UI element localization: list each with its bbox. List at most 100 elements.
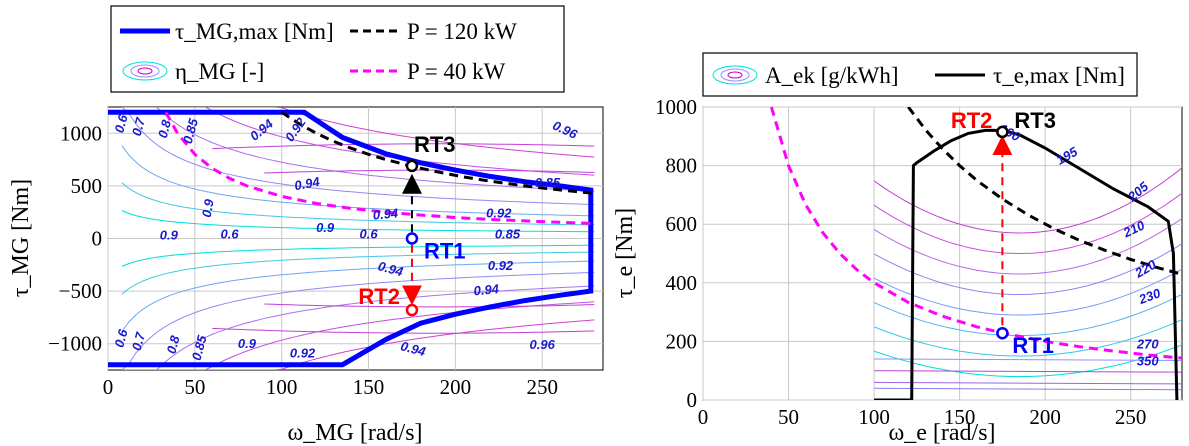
mg-contour-label: 0.92 xyxy=(486,205,512,220)
mg-contour-label: 0.85 xyxy=(189,333,210,362)
engine-contour-line xyxy=(873,218,1182,275)
mg-contour-label: 0.6 xyxy=(359,227,378,242)
engine-xlabel: ω_e [rad/s] xyxy=(888,420,995,446)
engine-contour-label: 270 xyxy=(1136,337,1159,352)
mg-point-label-rt2: RT2 xyxy=(358,284,400,309)
engine-contour-line xyxy=(874,387,1182,391)
mg-contour-label: 0.9 xyxy=(160,228,179,243)
legend-label-p120: P = 120 kW xyxy=(407,19,517,44)
mg-point-label-rt1: RT1 xyxy=(424,239,466,264)
engine-ytick-label: 400 xyxy=(666,271,698,295)
mg-point-label-rt3: RT3 xyxy=(414,132,456,157)
engine-xtick-label: 100 xyxy=(858,405,890,429)
legend-swatch-aek-icon xyxy=(712,65,758,85)
mg-panel: 0.60.7 0.8 0.850.90.60.9 0.90.920.940.940.9… xyxy=(8,5,604,446)
mg-contour-line xyxy=(121,285,595,370)
engine-contour-line xyxy=(873,243,1182,295)
mg-ytick-label: 1000 xyxy=(60,121,102,145)
mg-contour-label: 0.7 xyxy=(129,115,148,137)
mg-contour-line xyxy=(121,107,595,158)
engine-contour-line xyxy=(874,358,1182,361)
engine-xtick-label: 50 xyxy=(778,405,799,429)
engine-contour-line xyxy=(873,344,1182,378)
mg-ytick-label: −500 xyxy=(59,279,102,303)
engine-ytick-label: 600 xyxy=(666,212,698,236)
mg-contour-label: 0.7 xyxy=(129,330,148,352)
engine-ytick-label: 0 xyxy=(687,388,698,412)
mg-contour-line xyxy=(121,251,595,295)
legend-swatch-eta-mg-icon xyxy=(122,61,168,81)
mg-contour-line xyxy=(121,271,595,370)
mg-contour-line xyxy=(121,182,595,226)
mg-ylabel: τ_MG [Nm] xyxy=(8,179,34,297)
mg-xtick-label: 0 xyxy=(103,375,114,399)
mg-point-rt1 xyxy=(405,232,419,245)
mg-point-rt3 xyxy=(405,159,419,173)
mg-contour-line xyxy=(121,244,595,267)
mg-contour-label: 0.94 xyxy=(473,281,500,298)
mg-contour-line xyxy=(121,260,595,332)
mg-ytick-label: −1000 xyxy=(48,332,102,356)
mg-contour-label: 0.9 xyxy=(199,197,217,218)
mg-series-p-40-kw xyxy=(164,111,595,225)
mg-contour-line xyxy=(121,107,595,192)
mg-xlabel: ω_MG [rad/s] xyxy=(287,420,422,446)
mg-contour-line xyxy=(264,303,595,308)
mg-contour-label: 0.94 xyxy=(376,258,405,279)
engine-xtick-label: 0 xyxy=(698,405,709,429)
mg-xtick-label: 100 xyxy=(266,375,298,399)
mg-contour-label: 0.6 xyxy=(111,327,130,349)
engine-point-rt1 xyxy=(996,326,1009,340)
mg-contour-line xyxy=(212,143,595,150)
mg-contour-line xyxy=(121,107,595,206)
engine-ytick-label: 200 xyxy=(666,329,698,353)
engine-ylabel: τ_e [Nm] xyxy=(612,208,638,298)
engine-contour-line xyxy=(873,268,1182,316)
legend-label-eta-mg: η_MG [-] xyxy=(175,59,264,84)
mg-ticks: 0 50 100 150 200 250 1000 500 0 −500 −1000 xyxy=(48,121,558,399)
engine-ytick-label: 800 xyxy=(666,154,698,178)
mg-operating-points: RT1 RT2 RT3 xyxy=(358,132,466,317)
mg-contour-label: 0.6 xyxy=(111,112,130,134)
engine-xtick-label: 250 xyxy=(1115,405,1147,429)
legend-label-tau-e-max: τ_e,max [Nm] xyxy=(993,63,1125,88)
engine-point-label-rt1: RT1 xyxy=(1012,333,1054,358)
mg-contour-label: 0.85 xyxy=(180,116,201,145)
engine-contour-line xyxy=(873,192,1182,255)
mg-ytick-label: 0 xyxy=(92,227,103,251)
mg-contour-line xyxy=(121,319,595,370)
mg-contour-label: 0.6 xyxy=(221,227,240,242)
engine-bsfc-contours xyxy=(873,167,1182,391)
mg-ytick-label: 500 xyxy=(71,174,103,198)
legend-label-tau-mg-max: τ_MG,max [Nm] xyxy=(175,19,334,44)
engine-point-label-rt2: RT2 xyxy=(951,108,993,133)
mg-contour-label: 0.92 xyxy=(290,345,316,360)
mg-grid xyxy=(107,107,603,370)
engine-contour-line xyxy=(874,370,1182,373)
engine-xtick-label: 200 xyxy=(1029,405,1061,429)
mg-contour-label: 0.96 xyxy=(530,337,556,352)
legend-label-p40: P = 40 kW xyxy=(407,59,506,84)
engine-contour-line xyxy=(874,381,1182,385)
engine-contour-line xyxy=(873,319,1182,357)
mg-contour-label: 0.94 xyxy=(372,205,399,222)
mg-legend: τ_MG,max [Nm] P = 120 kW η_MG [-] P = 40… xyxy=(110,5,565,93)
mg-point-rt2 xyxy=(405,303,419,317)
mg-efficiency-contours xyxy=(121,107,595,370)
mg-contour-label: 0.85 xyxy=(495,227,521,242)
mg-contour-label: 0.8 xyxy=(155,118,174,140)
mg-contour-label: 0.9 xyxy=(316,220,335,235)
mg-series--mg-max-nm- xyxy=(108,109,594,368)
mg-xtick-label: 50 xyxy=(184,375,205,399)
mg-contour-line xyxy=(264,169,595,174)
mg-contour-label: 0.92 xyxy=(488,258,514,273)
engine-plot-area xyxy=(702,106,1183,401)
engine-contour-label: 350 xyxy=(1137,353,1159,368)
mg-contour-label: 0.94 xyxy=(293,174,321,193)
engine-ytick-label: 1000 xyxy=(655,95,697,119)
mg-xtick-label: 150 xyxy=(353,375,385,399)
legend-label-aek: A_ek [g/kWh] xyxy=(765,63,899,88)
engine-series-p-120-kw xyxy=(907,107,1182,276)
